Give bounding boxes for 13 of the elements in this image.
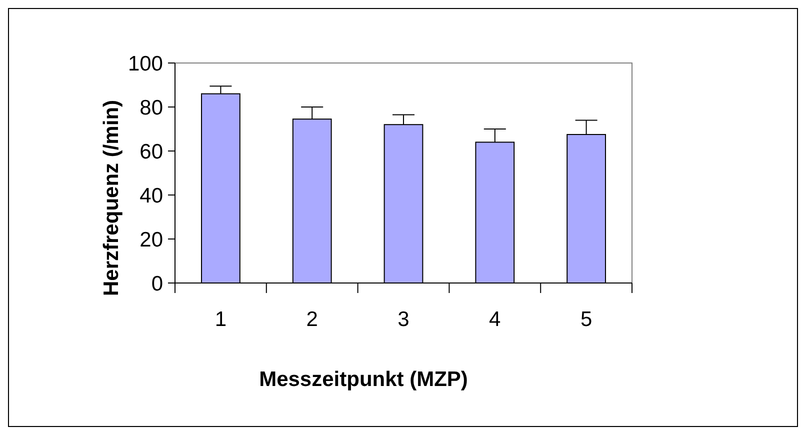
y-axis-title: Herzfrequenz (/min) (100, 100, 123, 296)
y-tick-label: 0 (151, 272, 163, 296)
y-tick-label: 40 (140, 184, 163, 208)
y-tick-label: 80 (140, 96, 163, 120)
x-tick-label: 5 (580, 308, 592, 331)
y-tick-label: 100 (128, 52, 163, 76)
x-axis-title: Messzeitpunkt (MZP) (259, 368, 468, 391)
x-tick-label: 4 (489, 308, 502, 331)
x-tick-label: 2 (306, 308, 318, 331)
x-tick-label: 1 (214, 308, 227, 331)
y-tick-label: 20 (140, 228, 163, 252)
y-tick-label: 60 (140, 140, 163, 164)
x-tick-label: 3 (398, 308, 410, 331)
